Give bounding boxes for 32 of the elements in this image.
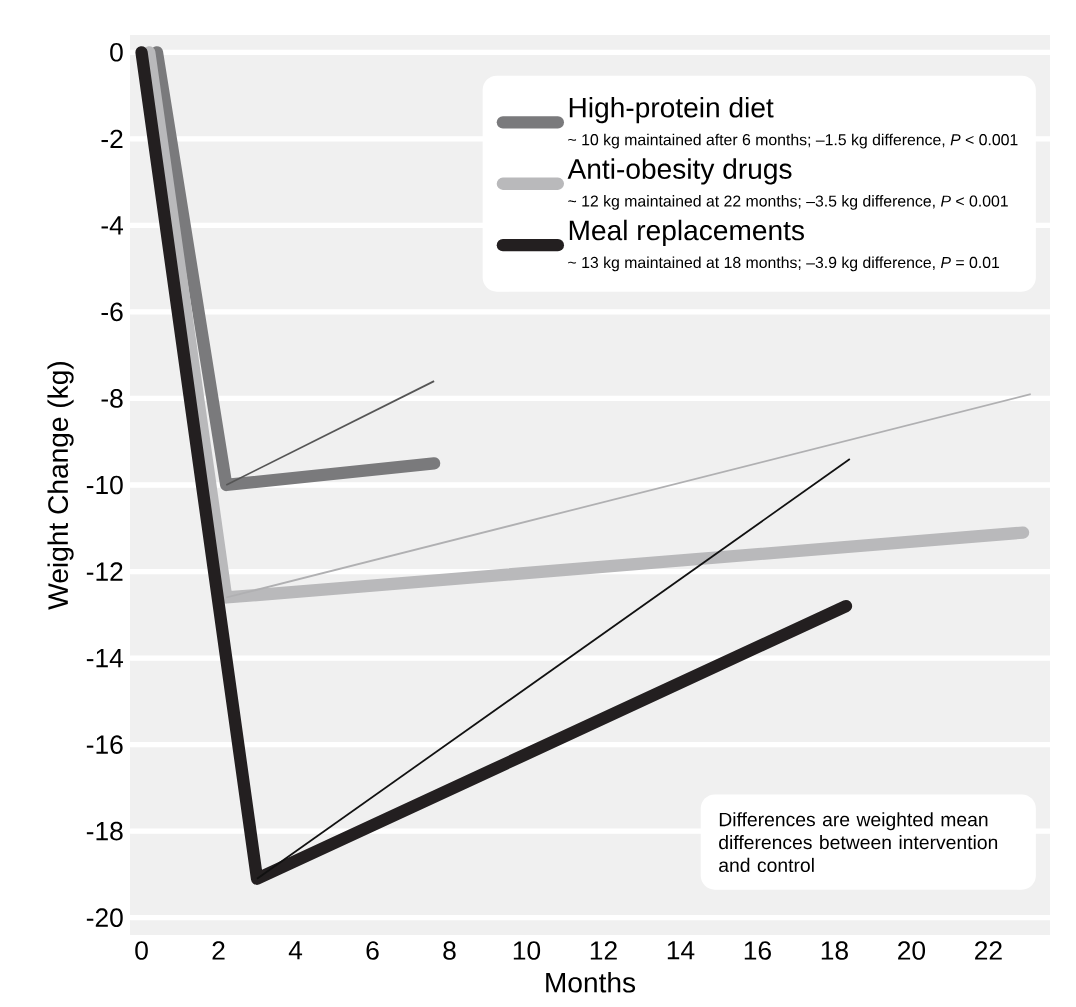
- legend-label: Meal replacements: [569, 219, 804, 246]
- annotation: ~ 10 kg maintained after 6 months; –1.5 kg difference, P < 0.001: [568, 133, 1018, 149]
- annotation: ~ 12 kg maintained at 22 months; –3.5 kg difference, P < 0.001: [568, 195, 1008, 210]
- y-tick-label: -18: [86, 821, 123, 841]
- legend-label: High-protein diet: [569, 96, 774, 124]
- y-tick-label: -6: [101, 302, 123, 322]
- annotation: ~ 13 kg maintained at 18 months; –3.9 kg difference, P = 0.01: [568, 256, 1000, 272]
- x-tick-label: 14: [667, 941, 695, 960]
- x-tick-label: 10: [513, 941, 541, 960]
- x-tick-label: 16: [744, 941, 771, 960]
- x-tick-label: 22: [975, 941, 1002, 960]
- y-tick-label: -12: [86, 562, 123, 581]
- y-tick-label: 0: [110, 42, 123, 62]
- x-tick-label: 0: [135, 941, 148, 960]
- y-tick-label: -4: [101, 216, 124, 235]
- x-tick-label: 4: [288, 941, 303, 960]
- x-tick-label: 8: [443, 941, 456, 960]
- x-tick-label: 2: [212, 941, 225, 960]
- y-axis-title: Weight Change (kg): [47, 362, 74, 610]
- x-tick-label: 6: [366, 941, 379, 960]
- x-tick-label: 12: [590, 941, 617, 960]
- y-tick-label: -10: [86, 475, 123, 495]
- y-tick-label: -2: [101, 129, 123, 149]
- y-tick-label: -8: [101, 389, 123, 408]
- y-tick-label: -20: [86, 908, 123, 927]
- x-tick-label: 18: [821, 941, 848, 960]
- x-axis-title: Months: [546, 971, 636, 993]
- legend-label: Anti-obesity drugs: [567, 158, 792, 185]
- y-tick-label: -14: [86, 649, 124, 668]
- y-tick-label: -16: [86, 735, 123, 754]
- annotation: Differences are weighted mean differences between intervention and control: [719, 812, 998, 873]
- x-tick-label: 20: [898, 941, 926, 960]
